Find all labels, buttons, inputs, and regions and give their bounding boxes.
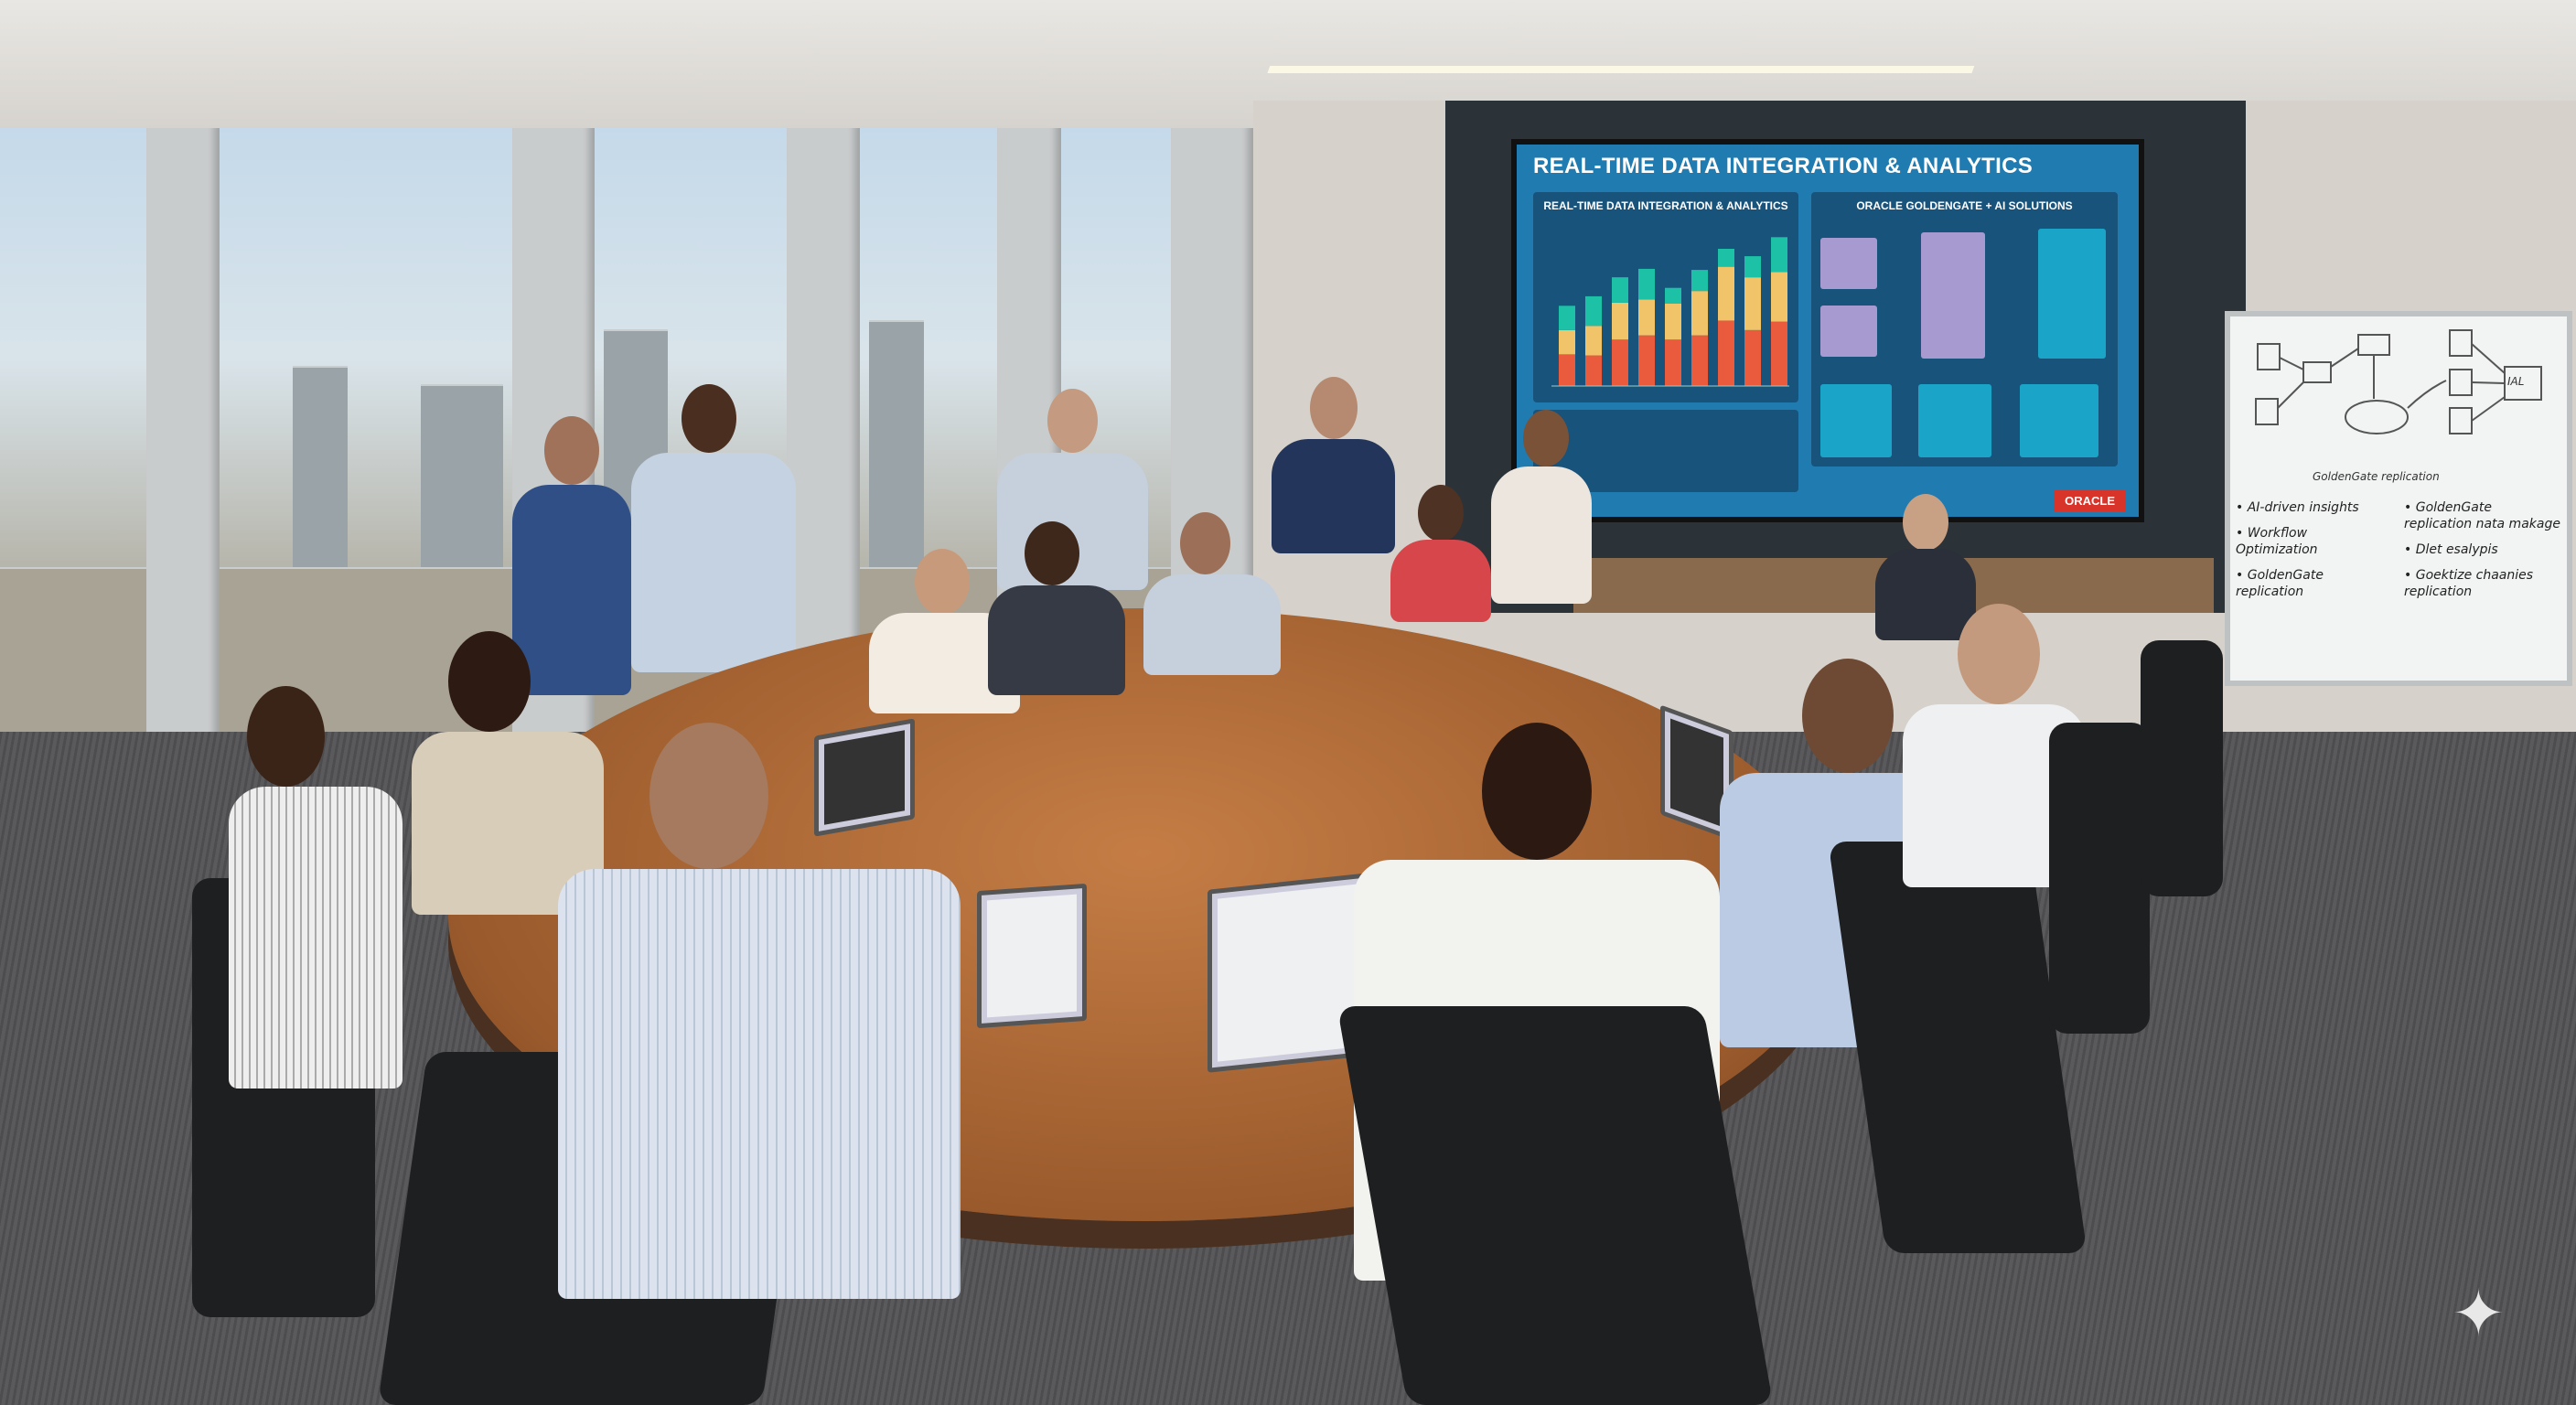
diagram-node-label: GoldenGate replication [2313, 470, 2440, 483]
slide-title: REAL-TIME DATA INTEGRATION & ANALYTICS [1533, 154, 2034, 178]
chart-panel: REAL-TIME DATA INTEGRATION & ANALYTICS [1533, 192, 1798, 402]
source-box [1820, 306, 1877, 357]
laptop [977, 883, 1087, 1029]
bar-segment [1638, 299, 1655, 336]
office-chair [2141, 640, 2223, 896]
whiteboard: IAL GoldenGate replication • AI-driven i… [2225, 311, 2572, 686]
bar-segment [1585, 295, 1602, 327]
sparkle-icon: ✦ [2452, 1278, 2506, 1349]
bar-segment [1691, 270, 1708, 292]
bar-segment [1718, 249, 1734, 267]
stacked-bar-chart [1551, 237, 1789, 387]
bar-segment [1665, 287, 1681, 304]
bar-segment [1718, 320, 1734, 386]
bar-segment [1585, 326, 1602, 356]
whiteboard-bullet: • GoldenGate replication [2236, 568, 2324, 599]
bar-segment [1559, 354, 1575, 386]
bar-segment [1691, 291, 1708, 336]
architecture-panel-title: ORACLE GOLDENGATE + AI SOLUTIONS [1856, 199, 2073, 212]
whiteboard-bullet: • Workflow Optimization [2236, 526, 2318, 557]
bar-segment [1559, 329, 1575, 355]
office-chair [2049, 723, 2150, 1034]
bar-segment [1638, 268, 1655, 300]
whiteboard-bullet: • AI-driven insights [2236, 500, 2359, 515]
output-box [1820, 384, 1892, 457]
whiteboard-left-bullets: • AI-driven insights • Workflow Optimiza… [2236, 499, 2393, 600]
bar-segment [1612, 339, 1628, 386]
bar-segment [1665, 304, 1681, 340]
bar-segment [1638, 335, 1655, 386]
target-box [2038, 229, 2106, 359]
output-box [1918, 384, 1991, 457]
bar-segment [1612, 302, 1628, 340]
bar-segment [1744, 277, 1761, 330]
bar-segment [1665, 339, 1681, 386]
goldengate-box [1921, 232, 1985, 359]
ceiling-light [1267, 0, 1999, 73]
output-box [2020, 384, 2098, 457]
source-box [1820, 238, 1877, 289]
diagram-target-label: IAL [2507, 375, 2525, 388]
whiteboard-right-bullets: • GoldenGate replication nata makage • D… [2404, 499, 2561, 600]
bar-segment [1744, 329, 1761, 386]
whiteboard-bullet: • Dlet esalypis [2404, 542, 2498, 557]
bar-segment [1744, 256, 1761, 278]
chart-panel-title: REAL-TIME DATA INTEGRATION & ANALYTICS [1543, 199, 1788, 212]
whiteboard-bullet: • Goektize chaanies replication [2404, 568, 2534, 599]
presentation-screen: REAL-TIME DATA INTEGRATION & ANALYTICS R… [1511, 139, 2144, 522]
bar-segment [1718, 266, 1734, 321]
oracle-logo: ORACLE [2054, 490, 2126, 511]
bar-segment [1559, 306, 1575, 330]
bar-segment [1771, 272, 1787, 322]
laptop [814, 718, 915, 837]
bar-segment [1771, 321, 1787, 386]
bar-segment [1612, 277, 1628, 303]
architecture-panel: ORACLE GOLDENGATE + AI SOLUTIONS [1811, 192, 2118, 467]
whiteboard-diagram [2255, 329, 2542, 434]
whiteboard-bullet: • GoldenGate replication nata makage [2404, 500, 2560, 531]
bar-segment [1771, 237, 1787, 273]
office-chair [1336, 1006, 1774, 1405]
bar-segment [1691, 335, 1708, 386]
bar-segment [1585, 355, 1602, 386]
